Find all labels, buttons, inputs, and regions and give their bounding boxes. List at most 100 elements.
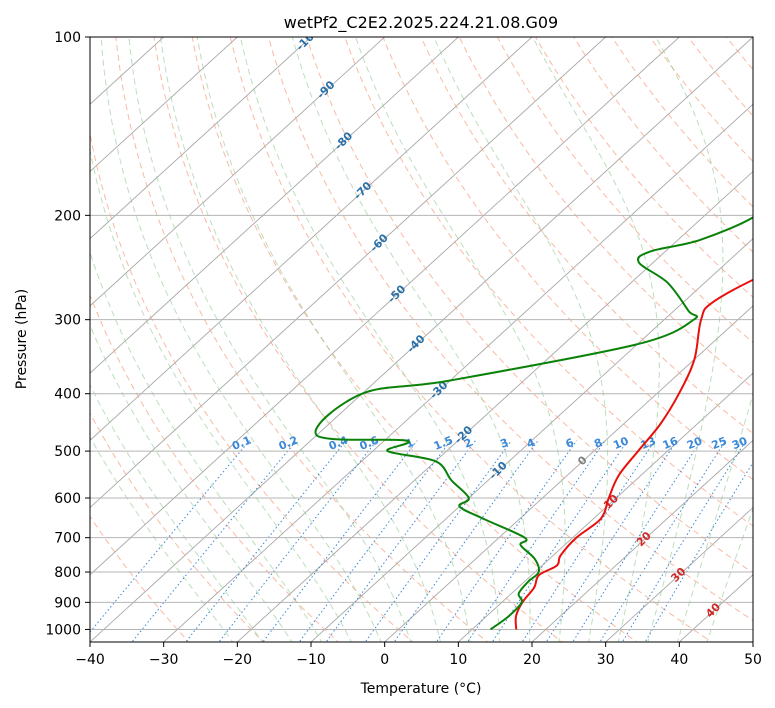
isotherm-line [90, 37, 681, 576]
dry-adiabat-line [90, 412, 265, 642]
mixing-ratio-label: 8 [592, 436, 604, 451]
isotherm-line [90, 37, 533, 441]
dry-adiabat-line [420, 37, 753, 435]
mixing-ratio-label: 25 [710, 434, 729, 452]
isotherm-line [90, 37, 460, 374]
mixing-ratio-label: 0.6 [358, 433, 381, 452]
sounding-profiles [314, 216, 753, 631]
moist-adiabat-line [90, 148, 352, 642]
mixing-ratio-line [491, 440, 629, 642]
moist-adiabat-line [90, 383, 264, 642]
mixing-ratio-label: 16 [661, 434, 680, 452]
dry-adiabat-line [754, 24, 775, 645]
isotherm-line [0, 0, 79, 697]
x-tick-label: 10 [449, 652, 467, 668]
mixing-ratio-label: 36 [751, 434, 770, 452]
y-axis-label: Pressure (hPa) [14, 289, 30, 389]
isotherm-line [162, 103, 753, 642]
y-tick-label: 300 [54, 313, 81, 329]
mixing-ratio-line [218, 440, 378, 642]
dry-adiabat-line [725, 37, 753, 71]
isotherm-line [310, 238, 753, 642]
isotherm-line [90, 37, 312, 240]
x-tick-label: 50 [744, 652, 762, 668]
moist-adiabat-line [706, 507, 753, 642]
mixing-ratio-label: 4 [525, 436, 537, 451]
y-tick-label: 900 [54, 595, 81, 611]
x-axis: −40 −30 −20 −10 0 10 20 30 40 50 [75, 642, 762, 668]
moist-adiabat-line [90, 250, 323, 642]
dry-adiabat-line [535, 37, 753, 298]
mixing-ratio-line [262, 440, 418, 642]
mixing-ratio-line [364, 440, 512, 642]
x-tick-label: −40 [75, 652, 105, 668]
isotherm-line [90, 37, 239, 173]
dry-adiabat-line [90, 131, 414, 642]
temperature-line [514, 278, 753, 630]
mixing-ratio-label: 10 [611, 434, 630, 452]
mixing-ratio-label: 3 [498, 436, 510, 451]
dewpoint-line [314, 216, 753, 631]
isotherm-line [383, 305, 753, 642]
dry-adiabat-line [306, 37, 753, 574]
x-tick-label: −30 [149, 652, 179, 668]
dry-adiabat-line [344, 37, 753, 527]
x-tick-label: 0 [380, 652, 389, 668]
isotherm-line [90, 37, 753, 642]
isotherm-line [90, 37, 386, 307]
moist-adiabat-line [160, 37, 441, 642]
mixing-ratio-label: 30 [730, 434, 749, 452]
x-tick-label: −20 [223, 652, 253, 668]
x-tick-label: 20 [523, 652, 541, 668]
moist-adiabat-line [647, 37, 724, 642]
pressure-gridlines [90, 37, 753, 630]
mixing-ratio-line [131, 440, 297, 642]
dry-adiabat-line [496, 37, 753, 344]
mixing-ratio-label: 0.2 [277, 434, 300, 453]
plot-frame [89, 36, 754, 643]
mixing-ratio-line [572, 440, 702, 642]
y-tick-label: 600 [54, 491, 81, 507]
moist-adiabat-line [128, 37, 412, 642]
mixing-ratio-label: 20 [685, 434, 704, 452]
y-tick-label: 400 [54, 387, 81, 403]
moist-adiabat-line [355, 37, 566, 642]
mixing-ratio-line [599, 440, 727, 642]
y-tick-label: 200 [54, 208, 81, 224]
mixing-ratio-line [298, 440, 452, 642]
y-tick-label: 1000 [45, 622, 81, 638]
isotherm-line [678, 574, 753, 642]
y-tick-label: 700 [54, 531, 81, 547]
isotherm-line [90, 37, 607, 509]
moist-adiabat-line [676, 392, 753, 642]
dry-adiabat-line [687, 37, 753, 117]
mixing-ratio-label: 0.4 [327, 433, 350, 452]
isotherm-line [90, 37, 165, 105]
dry-adiabat-line [229, 37, 713, 642]
moist-adiabat-line [433, 37, 609, 642]
mixing-ratio-label: 13 [639, 434, 658, 452]
isotherm-line [604, 506, 753, 642]
x-tick-label: 30 [597, 652, 615, 668]
mixing-ratio-line [521, 440, 656, 642]
x-axis-label: Temperature (°C) [360, 681, 482, 697]
y-tick-label: 100 [54, 30, 81, 46]
y-tick-label: 800 [54, 565, 81, 581]
mixing-ratio-label: 6 [564, 436, 576, 451]
dry-adiabat-line [267, 37, 753, 622]
x-tick-label: −10 [296, 652, 326, 668]
isotherm-line [531, 439, 753, 642]
mixing-ratio-label: 0.1 [230, 434, 253, 453]
mixing-ratio-line [393, 440, 539, 642]
isotherm-line [457, 372, 753, 642]
dry-adiabat-line [115, 37, 489, 642]
mixing-ratio-line [185, 440, 347, 642]
dry-adiabat-line [153, 37, 564, 642]
isotherm-line [0, 0, 6, 697]
mixing-ratio-line [466, 440, 606, 642]
mixing-ratio-line [90, 440, 250, 633]
y-tick-label: 500 [54, 444, 81, 460]
dry-adiabat-line [191, 37, 638, 642]
